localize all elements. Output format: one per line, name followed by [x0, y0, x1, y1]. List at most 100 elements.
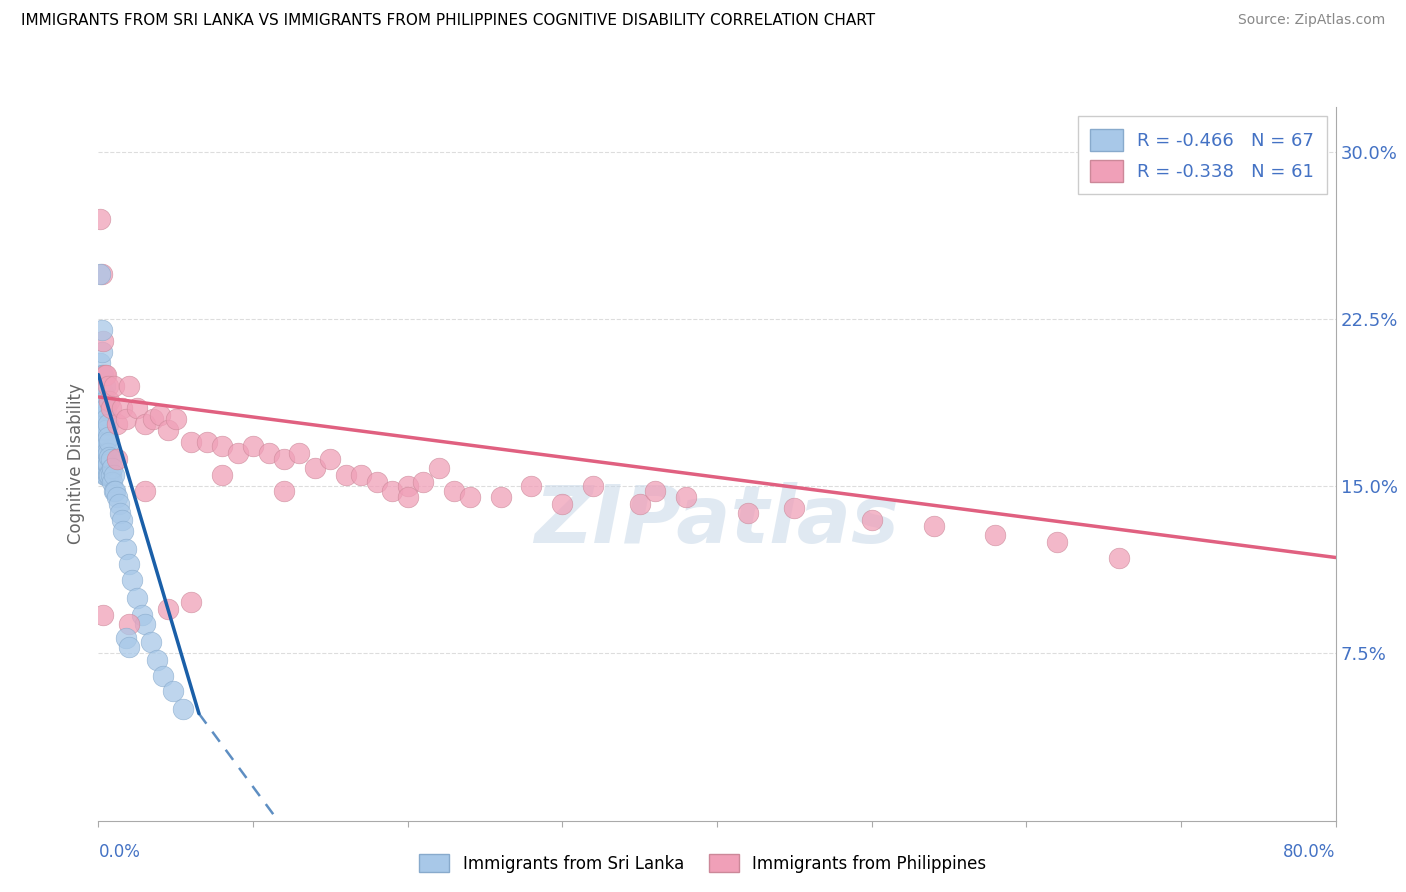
Point — [103, 378, 125, 392]
Point — [211, 439, 233, 453]
Point — [141, 412, 165, 426]
Point — [146, 653, 169, 667]
Point — [100, 467, 122, 482]
Point — [90, 268, 112, 282]
Point — [93, 434, 115, 449]
Point — [134, 417, 156, 431]
Point — [100, 401, 122, 416]
Point — [96, 457, 118, 471]
Text: IMMIGRANTS FROM SRI LANKA VS IMMIGRANTS FROM PHILIPPINES COGNITIVE DISABILITY CO: IMMIGRANTS FROM SRI LANKA VS IMMIGRANTS … — [21, 13, 875, 29]
Point — [89, 401, 111, 416]
Point — [105, 417, 128, 431]
Point — [165, 412, 187, 426]
Point — [984, 528, 1007, 542]
Legend: R = -0.466   N = 67, R = -0.338   N = 61: R = -0.466 N = 67, R = -0.338 N = 61 — [1077, 116, 1327, 194]
Point — [103, 483, 125, 498]
Point — [131, 608, 153, 623]
Point — [90, 452, 112, 467]
Point — [91, 368, 114, 382]
Y-axis label: Cognitive Disability: Cognitive Disability — [66, 384, 84, 544]
Point — [93, 457, 115, 471]
Point — [104, 483, 127, 498]
Point — [97, 457, 120, 471]
Text: ZIPatlas: ZIPatlas — [534, 482, 900, 560]
Point — [96, 401, 118, 416]
Point — [172, 702, 194, 716]
Point — [860, 512, 883, 526]
Point — [520, 479, 543, 493]
Point — [101, 475, 124, 489]
Point — [97, 378, 120, 392]
Point — [922, 519, 945, 533]
Point — [89, 268, 111, 282]
Point — [90, 434, 112, 449]
Point — [97, 445, 120, 460]
Point — [427, 461, 450, 475]
Point — [1108, 550, 1130, 565]
Point — [93, 467, 115, 482]
Point — [97, 467, 120, 482]
Point — [396, 491, 419, 505]
Point — [111, 512, 132, 526]
Point — [90, 368, 112, 382]
Point — [96, 434, 118, 449]
Point — [180, 595, 202, 609]
Point — [195, 434, 218, 449]
Point — [242, 439, 264, 453]
Point — [97, 430, 120, 444]
Point — [107, 497, 129, 511]
Point — [366, 475, 388, 489]
Point — [103, 467, 125, 482]
Point — [90, 390, 112, 404]
Point — [115, 412, 138, 426]
Point — [91, 408, 114, 422]
Point — [211, 467, 233, 482]
Point — [91, 452, 114, 467]
Point — [91, 434, 114, 449]
Legend: Immigrants from Sri Lanka, Immigrants from Philippines: Immigrants from Sri Lanka, Immigrants fr… — [413, 847, 993, 880]
Point — [90, 323, 112, 337]
Point — [98, 450, 121, 464]
Point — [90, 412, 112, 426]
Point — [381, 483, 404, 498]
Point — [115, 631, 138, 645]
Point — [96, 445, 118, 460]
Point — [98, 394, 121, 409]
Point — [91, 608, 114, 623]
Point — [93, 394, 115, 409]
Point — [152, 669, 174, 683]
Point — [100, 452, 122, 467]
Point — [98, 467, 121, 482]
Point — [91, 424, 114, 438]
Point — [157, 424, 180, 438]
Point — [93, 408, 115, 422]
Point — [96, 368, 118, 382]
Point — [105, 452, 128, 467]
Point — [96, 467, 118, 482]
Point — [139, 635, 162, 649]
Point — [304, 461, 326, 475]
Point — [93, 378, 115, 392]
Point — [127, 591, 149, 605]
Point — [115, 541, 138, 556]
Point — [1046, 534, 1069, 549]
Point — [162, 684, 184, 698]
Point — [412, 475, 434, 489]
Point — [273, 452, 295, 467]
Point — [112, 524, 135, 538]
Point — [489, 491, 512, 505]
Point — [89, 211, 111, 226]
Point — [157, 602, 180, 616]
Text: 0.0%: 0.0% — [98, 843, 141, 861]
Point — [335, 467, 357, 482]
Point — [111, 401, 132, 416]
Point — [91, 417, 114, 431]
Point — [118, 557, 141, 572]
Point — [98, 434, 121, 449]
Point — [97, 417, 120, 431]
Point — [105, 491, 128, 505]
Point — [108, 506, 131, 520]
Point — [101, 461, 124, 475]
Point — [91, 445, 114, 460]
Point — [675, 491, 697, 505]
